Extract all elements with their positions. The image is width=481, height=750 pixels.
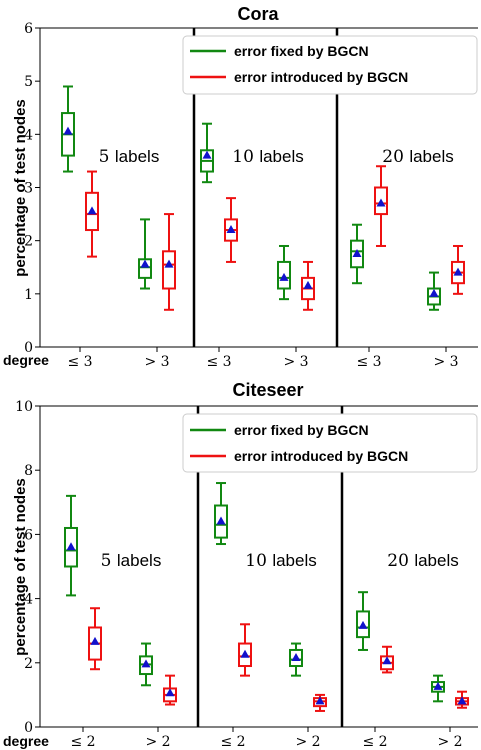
group-label: 20 labels [387, 551, 458, 571]
fixed-box [356, 610, 370, 639]
fixed-box [289, 648, 303, 668]
y-tick-label: 6 [24, 21, 33, 37]
cora-x-degree-label: degree [3, 352, 49, 368]
cora-title: Cora [237, 4, 279, 24]
fixed-box [214, 504, 228, 539]
y-tick-label: 3 [24, 181, 33, 197]
group-label: 5 labels [101, 551, 162, 571]
x-tick-label: > 2 [295, 734, 320, 750]
fixed-box [64, 526, 78, 568]
introduced-mean-marker [240, 649, 250, 658]
cora-legend: error fixed by BGCN error introduced by … [182, 35, 478, 95]
y-tick-label: 6 [24, 527, 33, 543]
introduced-mean-marker [226, 225, 236, 234]
x-tick-label: ≤ 2 [220, 734, 245, 750]
group-label: 5 labels [99, 147, 160, 167]
introduced-mean-marker [165, 688, 175, 697]
introduced-box [374, 186, 388, 216]
citeseer-legend: error fixed by BGCN error introduced by … [182, 413, 478, 473]
fixed-box [277, 260, 291, 290]
fixed-mean-marker [66, 542, 76, 551]
citeseer-legend-fixed-label: error fixed by BGCN [234, 422, 369, 438]
citeseer-y-axis-label: percentage of test nodes [12, 478, 29, 656]
fixed-mean-marker [140, 259, 150, 268]
y-tick-label: 4 [24, 592, 33, 608]
introduced-mean-marker [164, 259, 174, 268]
x-tick-label: > 2 [145, 734, 170, 750]
introduced-box [238, 642, 252, 668]
x-tick-label: > 3 [144, 354, 169, 370]
introduced-mean-marker [376, 198, 386, 207]
fixed-mean-marker [429, 288, 439, 297]
cora-marks: 0 1 2 3 4 5 6 5 labels ≤ 3 > 3 10 labels ≤ 3 > 3 20 l… [24, 21, 478, 370]
cora-panel: Cora percentage of test nodes degree 0 1 2… [3, 4, 478, 370]
citeseer-title: Citeseer [232, 380, 303, 400]
y-tick-label: 8 [24, 463, 33, 479]
fixed-mean-marker [202, 150, 212, 159]
y-tick-label: 5 [24, 74, 33, 90]
fixed-mean-marker [358, 620, 368, 629]
citeseer-legend-introduced-label: error introduced by BGCN [234, 448, 408, 464]
y-tick-label: 4 [24, 127, 33, 143]
cora-legend-introduced-label: error introduced by BGCN [234, 69, 408, 85]
cora-legend-fixed-label: error fixed by BGCN [234, 43, 369, 59]
x-tick-label: ≤ 3 [206, 354, 231, 370]
cora-legend-frame [182, 35, 478, 95]
group-label: 10 labels [245, 551, 316, 571]
introduced-box [162, 250, 176, 290]
introduced-box [85, 191, 99, 232]
x-tick-label: ≤ 2 [70, 734, 95, 750]
fixed-mean-marker [352, 248, 362, 257]
y-tick-label: 0 [24, 340, 33, 356]
group-label: 10 labels [232, 147, 303, 167]
introduced-mean-marker [453, 267, 463, 276]
citeseer-panel: Citeseer percentage of test nodes degree… [3, 380, 478, 750]
fixed-mean-marker [63, 126, 73, 135]
citeseer-x-degree-label: degree [3, 733, 49, 749]
x-tick-label: ≤ 3 [67, 354, 92, 370]
introduced-mean-marker [90, 636, 100, 645]
x-tick-label: ≤ 3 [356, 354, 381, 370]
fixed-mean-marker [279, 272, 289, 281]
x-tick-label: > 3 [283, 354, 308, 370]
group-label: 20 labels [382, 147, 453, 167]
introduced-mean-marker [315, 696, 325, 705]
fixed-box [138, 258, 152, 279]
introduced-mean-marker [303, 280, 313, 289]
y-tick-label: 2 [24, 234, 33, 250]
fixed-mean-marker [291, 652, 301, 661]
y-tick-label: 10 [15, 399, 33, 415]
fixed-mean-marker [216, 516, 226, 525]
y-tick-label: 1 [24, 287, 33, 303]
citeseer-legend-frame [182, 413, 478, 473]
x-tick-label: > 2 [437, 734, 462, 750]
x-tick-label: > 3 [433, 354, 458, 370]
fixed-mean-marker [141, 659, 151, 668]
y-tick-label: 0 [24, 720, 33, 736]
y-tick-label: 2 [24, 656, 33, 672]
introduced-mean-marker [87, 206, 97, 215]
citeseer-marks: 0 2 4 6 8 10 5 labels ≤ 2 > 2 10 labels ≤ 2 > 2 20 l… [15, 399, 478, 750]
cora-y-axis-label: percentage of test nodes [12, 99, 29, 277]
introduced-mean-marker [457, 696, 467, 705]
fixed-mean-marker [433, 681, 443, 690]
x-tick-label: ≤ 2 [362, 734, 387, 750]
fixed-box [350, 239, 364, 269]
introduced-mean-marker [382, 656, 392, 665]
